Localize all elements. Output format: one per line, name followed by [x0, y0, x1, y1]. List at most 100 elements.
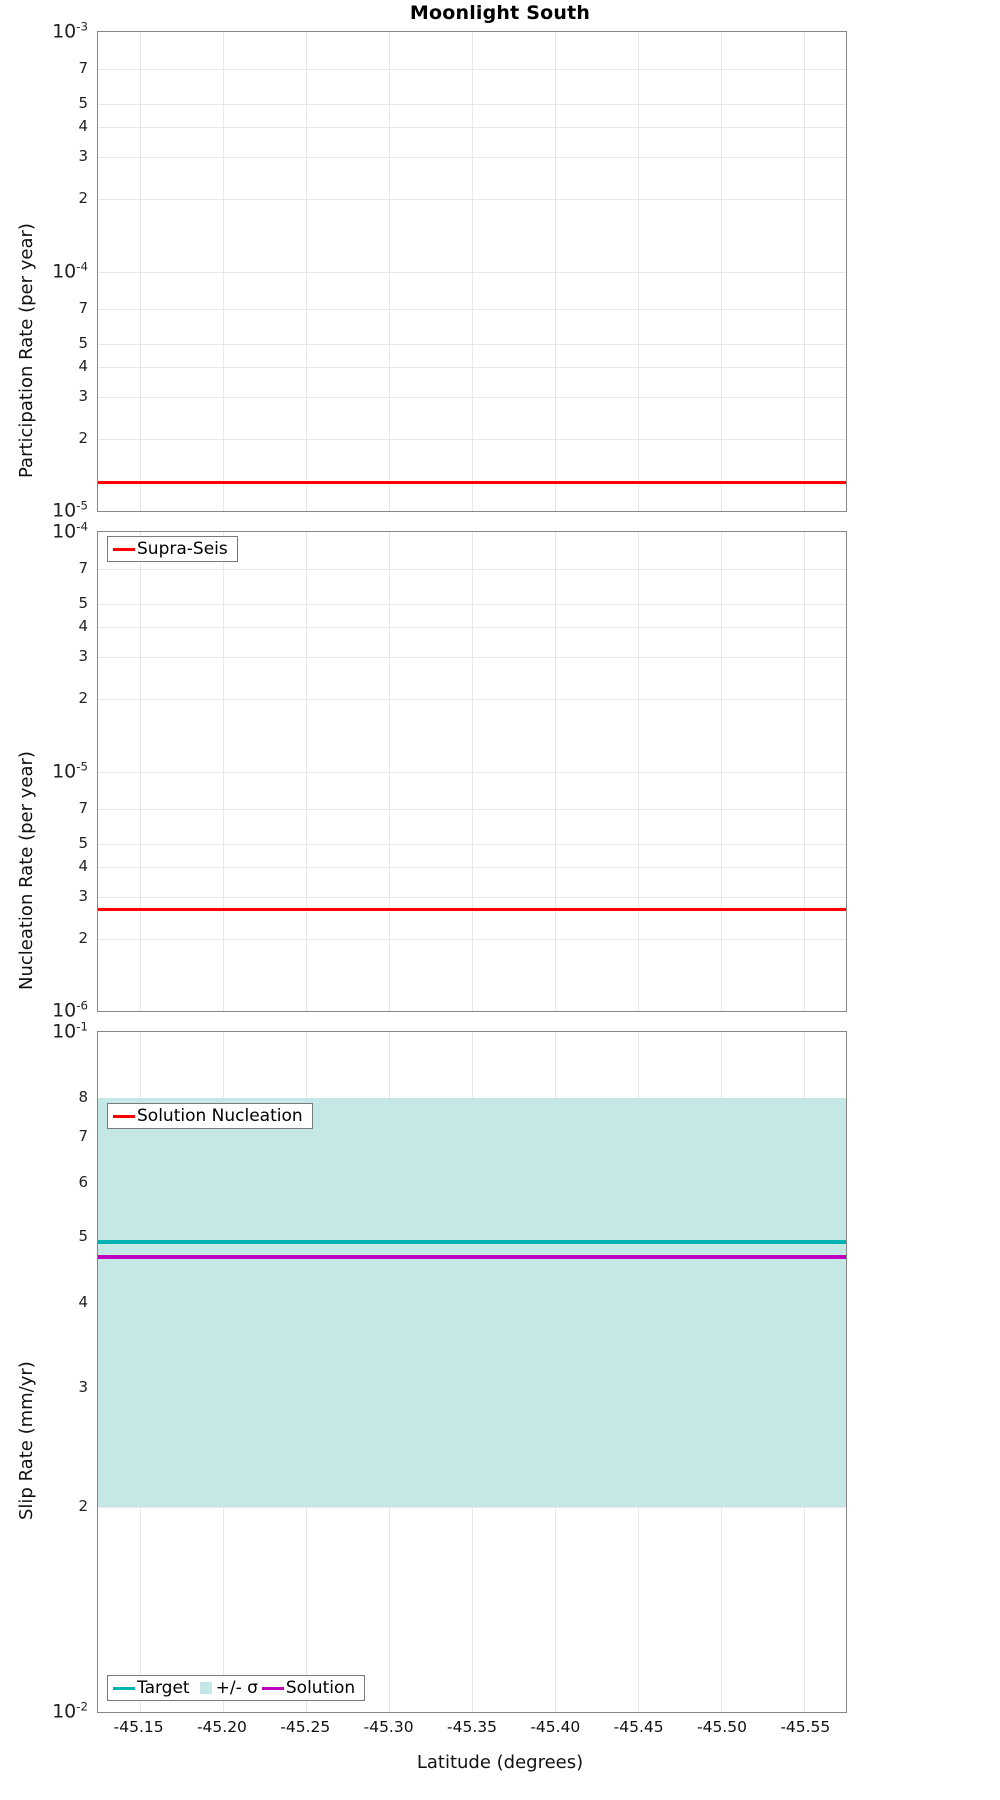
y-tick-label-major: 10-4	[52, 258, 88, 283]
x-tick-label: -45.30	[363, 1718, 414, 1736]
grid-line-horizontal	[98, 1507, 846, 1509]
grid-line-horizontal	[98, 843, 846, 845]
y-axis-nucleation-rate: 10-4 7 5 4 3 2 10-5 7 5 4 3 2 10-6	[5, 519, 93, 1021]
y-tick-label-minor: 7	[78, 798, 88, 817]
y-axis-label-participation-rate: Participation Rate (per year)	[16, 223, 37, 478]
legend-label: Supra-Seis	[137, 539, 228, 559]
y-axis-slip-rate: 10-1 8 7 6 5 4 3 2 10-2	[5, 1019, 93, 1722]
grid-line-horizontal	[98, 69, 846, 71]
y-tick-label-minor: 3	[78, 647, 88, 666]
grid-line-horizontal	[98, 604, 846, 606]
grid-line-horizontal	[98, 366, 846, 368]
y-tick-label-major: 10-5	[52, 758, 88, 783]
x-tick-label: -45.15	[113, 1718, 164, 1736]
y-axis-participation-rate: 10-3 7 5 4 3 2 10-4 7 5 4 3 2 10-5	[5, 19, 93, 521]
legend-nucleation-rate[interactable]: Solution Nucleation	[107, 1103, 313, 1129]
legend-swatch-patch	[199, 1682, 212, 1694]
grid-line-horizontal	[98, 396, 846, 398]
y-tick-label-major: 10-2	[52, 1699, 88, 1723]
y-tick-label-minor: 4	[78, 617, 88, 636]
x-tick-label: -45.20	[196, 1718, 247, 1736]
x-tick-label: -45.45	[613, 1718, 664, 1736]
grid-line-horizontal	[98, 157, 846, 159]
y-tick-label-minor: 2	[78, 689, 88, 708]
series-line-supra-seis	[98, 480, 846, 484]
y-tick-label-minor: 3	[78, 147, 88, 166]
y-tick-label-minor: 5	[78, 94, 88, 113]
grid-line-horizontal	[98, 127, 846, 129]
panel-participation-rate	[97, 31, 847, 512]
grid-line-horizontal	[98, 627, 846, 629]
y-tick-label-minor: 5	[78, 333, 88, 352]
grid-line-horizontal	[98, 657, 846, 659]
x-tick-label: -45.55	[780, 1718, 831, 1736]
y-tick-label-minor: 3	[78, 886, 88, 905]
grid-line-horizontal	[98, 866, 846, 868]
series-band-sigma	[98, 1097, 846, 1508]
y-tick-label-major: 10-5	[52, 498, 88, 522]
x-tick-label: -45.50	[696, 1718, 747, 1736]
y-tick-label-minor: 7	[78, 59, 88, 78]
y-tick-label-minor: 7	[78, 559, 88, 578]
y-tick-label-major: 10-6	[52, 998, 88, 1022]
legend-swatch-line	[113, 1686, 135, 1690]
y-tick-label-major: 10-3	[52, 19, 88, 43]
legend-entry-: +/- σ	[194, 1678, 262, 1698]
grid-line-horizontal	[98, 569, 846, 571]
panel-slip-rate	[97, 1031, 847, 1713]
y-tick-label-minor: 2	[78, 1497, 88, 1516]
grid-line-horizontal	[98, 438, 846, 440]
grid-line-horizontal	[98, 699, 846, 701]
grid-line-horizontal	[98, 771, 846, 773]
legend-entry-supra-seis: Supra-Seis	[113, 539, 232, 559]
legend-entry-solution: Solution	[261, 1678, 359, 1698]
legend-participation-rate[interactable]: Supra-Seis	[107, 536, 238, 562]
y-tick-label-minor: 5	[78, 833, 88, 852]
y-tick-label-minor: 4	[78, 1292, 88, 1311]
x-tick-label: -45.35	[447, 1718, 497, 1736]
series-line-solution-nucleation	[98, 907, 846, 911]
y-tick-label-minor: 3	[78, 386, 88, 405]
legend-label: Target	[137, 1678, 190, 1698]
series-line-solution	[98, 1254, 846, 1259]
x-axis-ticks: -45.15 -45.20 -45.25 -45.30 -45.35 -45.40 -45.…	[97, 1718, 847, 1744]
y-axis-label-nucleation-rate: Nucleation Rate (per year)	[16, 751, 37, 990]
y-tick-label-minor: 2	[78, 189, 88, 208]
legend-swatch-line	[261, 1686, 284, 1690]
grid-line-horizontal	[98, 938, 846, 940]
y-tick-label-major: 10-1	[52, 1019, 88, 1043]
x-tick-label: -45.25	[280, 1718, 331, 1736]
y-tick-label-minor: 8	[78, 1087, 88, 1106]
legend-entry-target: Target	[113, 1678, 194, 1698]
series-line-target	[98, 1239, 846, 1244]
y-tick-label-minor: 5	[78, 594, 88, 613]
grid-line-horizontal	[98, 104, 846, 106]
page-title: Moonlight South	[409, 2, 591, 24]
y-tick-label-minor: 6	[78, 1172, 88, 1191]
x-tick-label: -45.40	[530, 1718, 581, 1736]
y-tick-label-minor: 5	[78, 1226, 88, 1245]
panel-nucleation-rate	[97, 531, 847, 1012]
x-axis-label: Latitude (degrees)	[416, 1752, 584, 1773]
grid-line-horizontal	[98, 271, 846, 273]
y-tick-label-minor: 4	[78, 356, 88, 375]
legend-slip-rate[interactable]: Target +/- σ Solution	[107, 1675, 366, 1701]
y-tick-label-minor: 3	[78, 1377, 88, 1396]
grid-line-horizontal	[98, 308, 846, 310]
legend-swatch-line	[113, 547, 135, 551]
legend-label: +/- σ	[215, 1678, 258, 1698]
y-tick-label-minor: 4	[78, 117, 88, 136]
y-tick-label-major: 10-4	[52, 519, 88, 543]
grid-line-horizontal	[98, 343, 846, 345]
y-axis-label-slip-rate: Slip Rate (mm/yr)	[16, 1361, 37, 1520]
legend-label: Solution Nucleation	[137, 1106, 303, 1126]
legend-entry-solution-nucleation: Solution Nucleation	[113, 1106, 307, 1126]
grid-line-horizontal	[98, 808, 846, 810]
legend-swatch-line	[113, 1114, 135, 1118]
y-tick-label-minor: 2	[78, 928, 88, 947]
legend-label: Solution	[285, 1678, 356, 1698]
y-tick-label-minor: 7	[78, 298, 88, 317]
grid-line-horizontal	[98, 199, 846, 201]
grid-line-horizontal	[98, 896, 846, 898]
